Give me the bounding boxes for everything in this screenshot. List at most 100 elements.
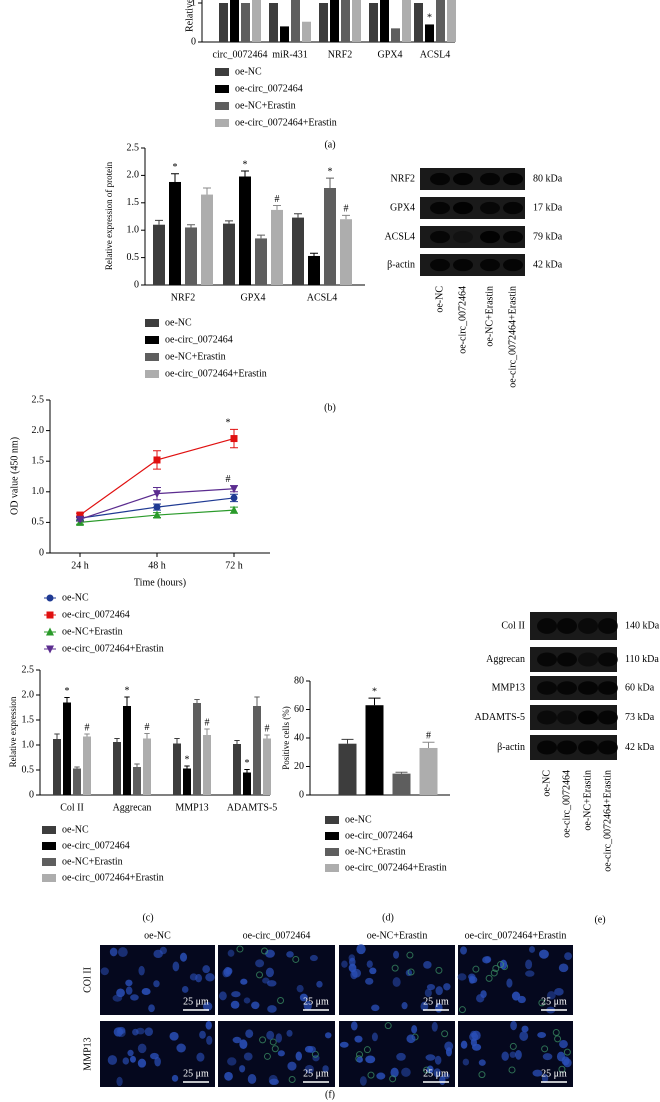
nucleus	[564, 952, 573, 960]
stain	[508, 1066, 516, 1074]
blot-band	[430, 172, 450, 186]
x-tick-label: ADAMTS-5	[227, 802, 278, 813]
point	[230, 505, 238, 514]
point	[230, 485, 238, 494]
nucleus	[240, 978, 248, 985]
bar	[308, 255, 320, 285]
nucleus	[425, 1054, 436, 1061]
legend-label: oe-NC+Erastin	[165, 351, 226, 362]
blot-band	[578, 710, 598, 725]
bar	[243, 772, 251, 795]
x-tick-label: 24 h	[71, 560, 89, 571]
stain	[472, 965, 480, 973]
point	[153, 490, 161, 499]
legend-label: oe-NC	[62, 824, 89, 835]
nucleus	[541, 1073, 549, 1083]
blot-size-label: 79 kDa	[533, 231, 563, 242]
bar	[252, 0, 261, 42]
nucleus	[122, 1057, 130, 1065]
bar	[223, 223, 235, 285]
legend-swatch	[325, 864, 339, 872]
nucleus	[510, 1020, 517, 1031]
stain	[485, 974, 493, 982]
nucleus	[443, 983, 451, 991]
nucleus	[457, 973, 467, 981]
nucleus	[554, 988, 564, 996]
error-bar	[225, 220, 233, 224]
nucleus	[365, 977, 374, 985]
blot-band	[578, 681, 598, 695]
nucleus	[420, 1001, 429, 1012]
nucleus	[202, 965, 211, 974]
nucleus	[424, 988, 432, 998]
bar	[324, 188, 336, 285]
annotation: #	[205, 717, 210, 728]
nucleus	[365, 1055, 376, 1064]
error-bar	[184, 765, 190, 769]
blot-band	[430, 258, 450, 272]
chart: 0 0.5 1.0 1.5 2.0 2.5 Relative expression of p…	[104, 142, 365, 413]
nucleus	[393, 950, 400, 959]
error-bar	[342, 214, 350, 220]
nucleus	[222, 968, 230, 978]
nucleus	[255, 959, 265, 968]
annotation: *	[328, 166, 333, 177]
nucleus	[267, 1005, 277, 1013]
stain	[363, 1046, 371, 1054]
legend-label: oe-NC	[235, 66, 262, 77]
y-axis-label: Positive cells (%)	[281, 706, 291, 770]
nucleus	[202, 1001, 213, 1011]
nucleus	[169, 1031, 179, 1041]
blot-band	[598, 652, 618, 667]
stain	[423, 1066, 431, 1074]
blot-lane-label: oe-NC	[541, 770, 552, 797]
nucleus	[558, 963, 569, 973]
nucleus	[509, 1051, 516, 1058]
blot-size-label: 73 kDa	[625, 712, 655, 723]
x-tick-label: Aggrecan	[113, 802, 152, 813]
nucleus	[247, 1074, 257, 1084]
stain	[435, 966, 443, 974]
bar	[391, 28, 400, 42]
nucleus	[303, 1000, 312, 1011]
blot-row-label: NRF2	[391, 173, 415, 184]
legend-label: oe-NC+Erastin	[62, 626, 123, 637]
nucleus	[199, 1030, 206, 1039]
blot-size-label: 42 kDa	[625, 742, 655, 753]
annotation: #	[426, 731, 431, 742]
x-tick-label: MMP13	[175, 802, 208, 813]
nucleus	[144, 1027, 154, 1036]
y-tick-label: 1.0	[127, 224, 140, 235]
stain	[492, 965, 500, 973]
stain	[554, 1035, 562, 1043]
stain	[259, 1036, 267, 1044]
nucleus	[287, 1061, 297, 1071]
blot-size-label: 110 kDa	[625, 654, 659, 665]
error-bar	[54, 733, 60, 739]
error-bar	[64, 697, 70, 703]
legend-swatch	[42, 842, 56, 850]
stain	[538, 999, 546, 1007]
error-bar	[257, 234, 265, 239]
error-bar	[241, 170, 249, 177]
x-tick-label: Col II	[60, 802, 84, 813]
annotation: *	[173, 162, 178, 173]
annotation: #	[344, 204, 349, 215]
nucleus	[130, 994, 139, 1001]
bar	[292, 217, 304, 285]
bar	[402, 0, 411, 43]
nucleus	[251, 1001, 260, 1010]
annotation: *	[372, 686, 377, 697]
error-bar	[124, 696, 130, 706]
annotation: #	[85, 722, 90, 733]
blot-band	[537, 740, 557, 755]
blot-band	[537, 710, 557, 725]
nucleus	[556, 1051, 566, 1062]
nucleus	[265, 967, 274, 978]
legend-label: oe-NC+Erastin	[235, 100, 296, 111]
point	[153, 510, 161, 519]
bar	[330, 0, 339, 42]
nucleus	[243, 997, 251, 1004]
nucleus	[559, 1039, 568, 1049]
error-bar	[74, 766, 80, 769]
